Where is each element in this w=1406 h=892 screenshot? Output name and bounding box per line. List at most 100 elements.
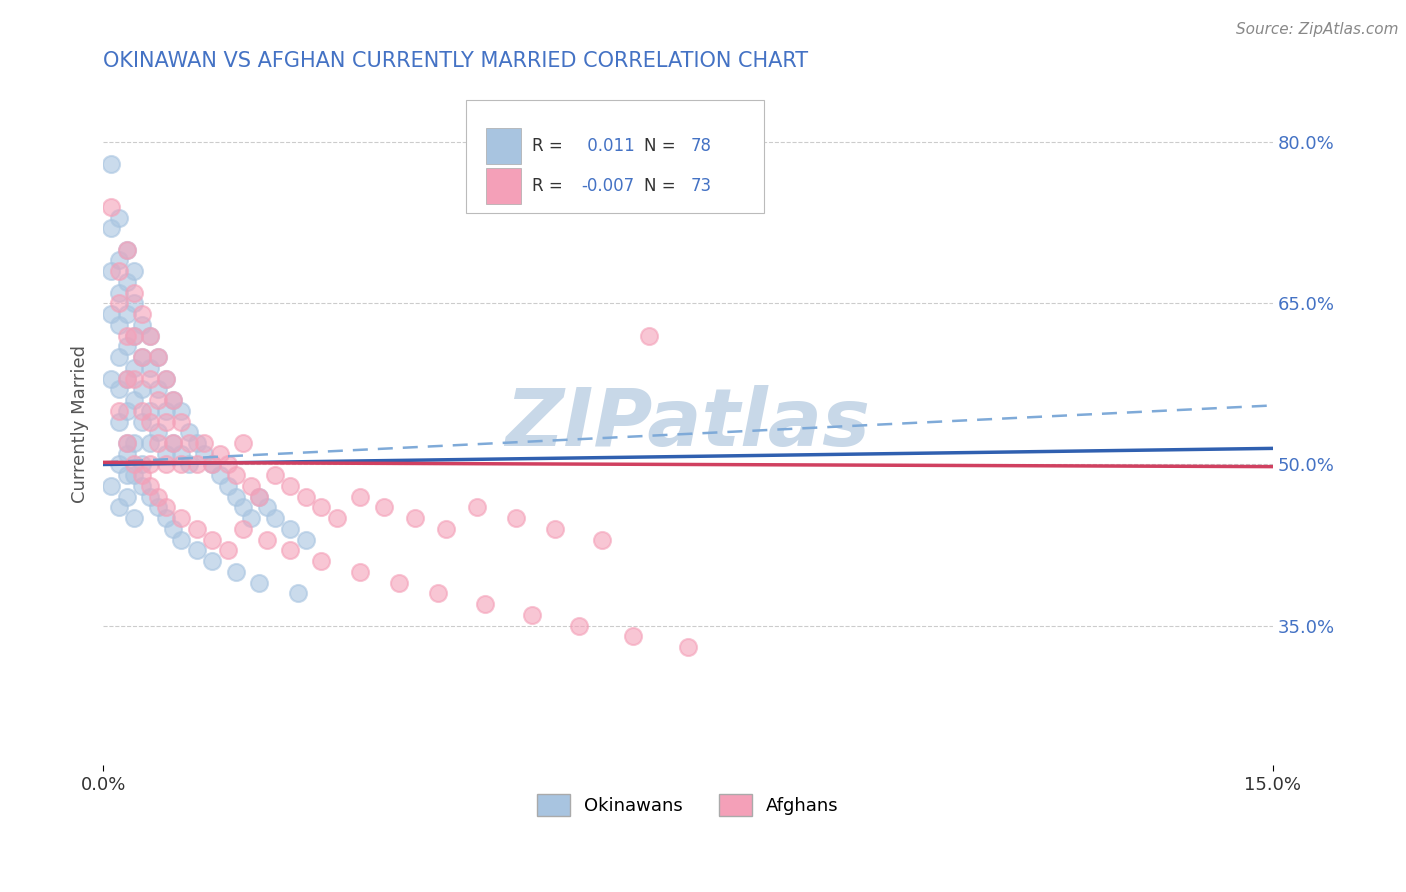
Point xyxy=(278,543,301,558)
Point xyxy=(146,490,169,504)
Point xyxy=(155,500,177,515)
Point xyxy=(427,586,450,600)
Point xyxy=(311,500,333,515)
Point xyxy=(217,479,239,493)
Point xyxy=(115,371,138,385)
Point xyxy=(404,511,426,525)
Point xyxy=(186,522,208,536)
Point xyxy=(225,565,247,579)
Point xyxy=(146,350,169,364)
Point xyxy=(388,575,411,590)
Point xyxy=(193,447,215,461)
Point xyxy=(139,436,162,450)
Point xyxy=(256,500,278,515)
Point xyxy=(107,415,129,429)
Point xyxy=(139,458,162,472)
Point xyxy=(124,371,146,385)
Point xyxy=(232,500,254,515)
Point xyxy=(278,479,301,493)
Point xyxy=(225,468,247,483)
Point xyxy=(247,490,270,504)
Point xyxy=(568,618,591,632)
Point xyxy=(263,468,285,483)
Point xyxy=(155,458,177,472)
Point xyxy=(146,382,169,396)
Point xyxy=(131,479,153,493)
Point xyxy=(131,468,153,483)
Point xyxy=(170,533,193,547)
Point xyxy=(162,393,184,408)
Point xyxy=(115,436,138,450)
Point xyxy=(124,296,146,310)
Point xyxy=(225,490,247,504)
Point xyxy=(146,425,169,440)
FancyBboxPatch shape xyxy=(485,169,520,204)
Point xyxy=(139,415,162,429)
Point xyxy=(162,522,184,536)
Point xyxy=(295,533,318,547)
Point xyxy=(177,458,200,472)
Point xyxy=(162,436,184,450)
Point xyxy=(107,318,129,332)
Point xyxy=(155,447,177,461)
Point xyxy=(201,458,224,472)
Point xyxy=(115,468,138,483)
Point xyxy=(139,490,162,504)
Point xyxy=(240,511,263,525)
Point xyxy=(100,479,122,493)
Point xyxy=(278,522,301,536)
Point xyxy=(186,543,208,558)
Text: R =: R = xyxy=(533,178,568,195)
Text: 78: 78 xyxy=(690,137,711,155)
Point xyxy=(170,458,193,472)
Point xyxy=(247,490,270,504)
Point xyxy=(107,264,129,278)
Point xyxy=(177,425,200,440)
Point xyxy=(311,554,333,568)
Point xyxy=(201,458,224,472)
Point xyxy=(131,458,153,472)
Point xyxy=(124,458,146,472)
Point xyxy=(591,533,613,547)
Point xyxy=(115,339,138,353)
Point xyxy=(467,500,489,515)
Point xyxy=(131,404,153,418)
Point xyxy=(201,554,224,568)
Text: R =: R = xyxy=(533,137,568,155)
Point xyxy=(107,350,129,364)
Point xyxy=(107,404,129,418)
Point xyxy=(124,328,146,343)
Point xyxy=(162,436,184,450)
Point xyxy=(434,522,457,536)
Point xyxy=(139,404,162,418)
FancyBboxPatch shape xyxy=(485,128,520,164)
Point xyxy=(520,607,543,622)
Point xyxy=(155,404,177,418)
Point xyxy=(124,360,146,375)
Point xyxy=(131,318,153,332)
Point xyxy=(124,393,146,408)
Point xyxy=(474,597,496,611)
Point xyxy=(232,436,254,450)
Point xyxy=(170,447,193,461)
Point xyxy=(326,511,349,525)
Point xyxy=(240,479,263,493)
Point xyxy=(131,415,153,429)
Point xyxy=(146,393,169,408)
Point xyxy=(170,511,193,525)
Point xyxy=(155,371,177,385)
Point xyxy=(115,328,138,343)
Point xyxy=(115,275,138,289)
Point xyxy=(100,307,122,321)
Point xyxy=(124,436,146,450)
Point xyxy=(124,511,146,525)
Point xyxy=(177,436,200,450)
Point xyxy=(139,360,162,375)
Point xyxy=(115,243,138,257)
Point xyxy=(287,586,309,600)
Point xyxy=(107,500,129,515)
Point xyxy=(139,371,162,385)
Point xyxy=(131,350,153,364)
Point xyxy=(139,328,162,343)
Point xyxy=(232,522,254,536)
